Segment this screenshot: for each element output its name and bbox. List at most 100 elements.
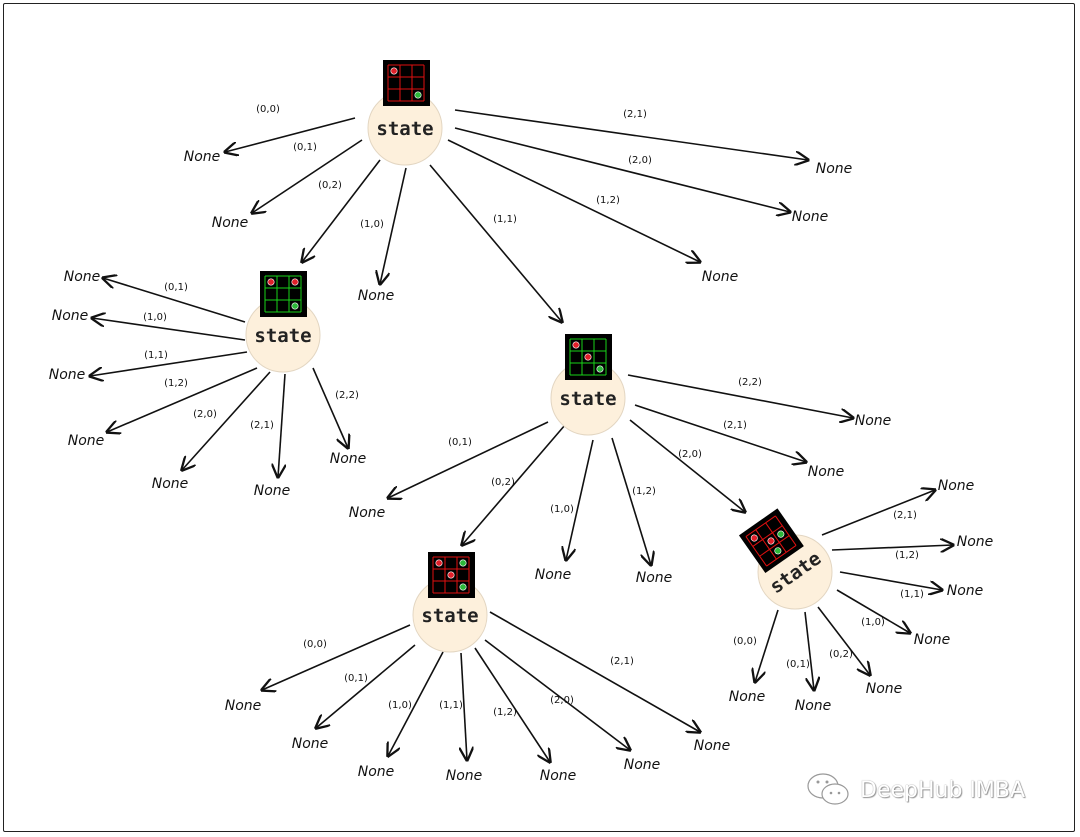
state-node: state [550,334,626,436]
none-leaf: None [49,367,86,383]
edge: (1,1) None [839,571,984,600]
edge: (1,0) None [535,439,594,583]
edge: (2,0) [629,419,745,512]
edge-label: (1,1) [144,350,168,361]
edge-arrow [380,167,407,284]
none-leaf: None [292,736,329,752]
diagram-frame [3,3,1075,832]
none-leaf: None [938,478,975,494]
edge-arrow [836,589,910,633]
edge-label: (1,2) [632,486,656,497]
edge: (1,2) None [831,534,994,561]
edge-label: (1,0) [550,504,574,515]
edge-label: (2,1) [893,510,917,521]
red-piece [291,278,299,286]
none-leaf: None [694,738,731,754]
edge-arrow [839,571,942,590]
none-leaf: None [795,698,832,714]
none-leaf: None [957,534,994,550]
wechat-icon [807,773,849,805]
none-leaf: None [358,764,395,780]
edge-label: (2,1) [610,656,634,667]
edge-label: (1,0) [143,312,167,323]
edge: (1,0) None [52,308,246,341]
none-leaf: None [349,505,386,521]
red-piece [447,571,455,579]
none-leaf: None [446,768,483,784]
none-leaf: None [330,451,367,467]
none-leaf: None [792,209,829,225]
none-leaf: None [808,464,845,480]
edge-arrow [461,652,467,760]
edge-arrow [225,117,356,152]
none-leaf: None [225,698,262,714]
edge: (2,0) None [484,639,661,773]
edge-label: (1,1) [493,214,517,225]
none-leaf: None [68,433,105,449]
edge-label: (1,2) [596,195,620,206]
edge-arrow [252,139,363,213]
edge: (0,2) [462,424,566,545]
edge-arrow [107,367,258,432]
board-grid [738,508,804,574]
none-leaf: None [636,570,673,586]
none-leaf: None [855,413,892,429]
board-grid [260,271,307,317]
red-piece [267,278,275,286]
state-label: state [421,605,478,627]
none-leaf: None [624,757,661,773]
none-leaf: None [914,632,951,648]
edge: (0,2) None [817,606,902,697]
green-piece [459,583,467,591]
none-leaf: None [212,215,249,231]
edge-arrow [821,490,935,536]
none-leaf: None [947,583,984,599]
edge: (2,2) None [312,367,367,467]
edge-label: (0,1) [293,142,317,153]
edge-label: (1,1) [900,589,924,600]
none-leaf: None [184,149,221,165]
edge-label: (2,2) [738,377,762,388]
edge-label: (2,2) [335,390,359,401]
edge-arrow [566,439,594,560]
edge-label: (0,2) [318,180,342,191]
edge: (1,1) [429,164,562,322]
edge-arrow [629,419,745,512]
edge: (1,2) None [474,647,576,784]
edge-arrow [831,545,953,550]
edge: (1,0) None [358,651,444,780]
red-piece [750,534,758,542]
edge: (0,1) None [786,611,832,714]
edge-arrow [429,164,562,322]
edge-arrow [388,421,549,498]
state-node: state [367,60,443,166]
edge-label: (2,1) [723,420,747,431]
red-piece [390,67,398,75]
green-piece [291,302,299,310]
edge-label: (1,2) [164,378,188,389]
none-leaf: None [729,689,766,705]
green-piece [459,559,467,567]
state-label: state [376,118,433,140]
edge: (1,0) None [836,589,951,648]
edge: (2,1) None [489,611,731,754]
watermark-text: DeepHub IMBA [860,777,1026,803]
watermark: DeepHub IMBA [806,772,1025,808]
edge-label: (2,0) [193,409,217,420]
edge-arrow [302,159,381,262]
edge: (0,1) None [349,421,549,521]
board-grid [383,60,430,106]
edge: (2,1) None [821,478,975,536]
edge-label: (2,1) [623,109,647,120]
edge-label: (2,0) [550,695,574,706]
edge: (2,0) None [152,371,271,492]
none-leaf: None [254,483,291,499]
edge-arrow [462,424,566,545]
edge-arrow [454,127,790,212]
red-piece [584,353,592,361]
red-piece [435,559,443,567]
edge: (1,2) None [447,139,738,285]
edge: (1,1) None [49,350,248,383]
edge-arrow [278,373,285,477]
